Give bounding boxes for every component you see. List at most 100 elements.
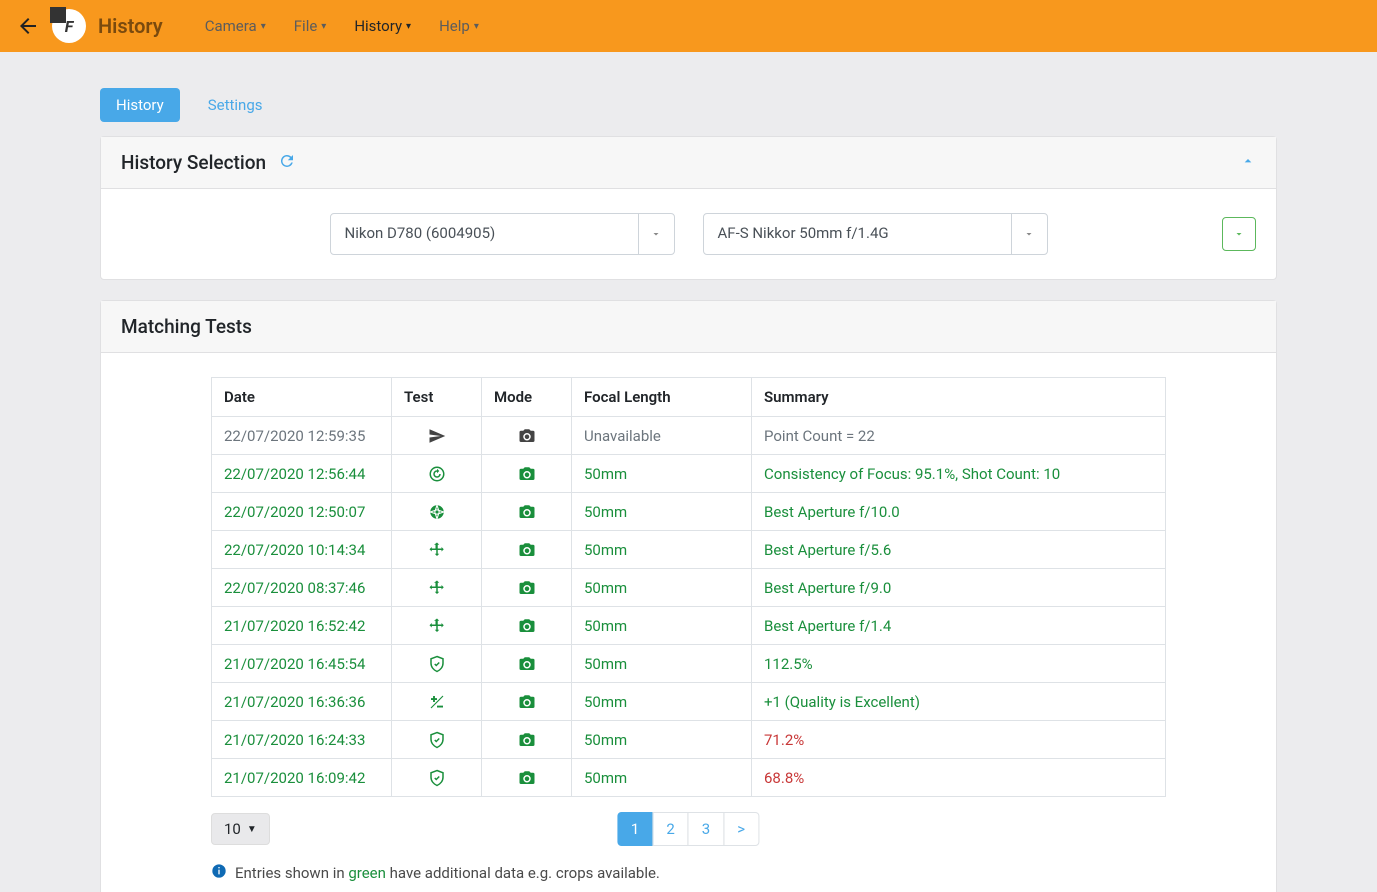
camera-select-value: Nikon D780 (6004905) — [331, 214, 638, 254]
lens-select-value: AF-S Nikkor 50mm f/1.4G — [704, 214, 1011, 254]
menu-file[interactable]: File ▾ — [280, 9, 341, 43]
main-menu: Camera ▾File ▾History ▾Help ▾ — [191, 9, 493, 43]
tab-history[interactable]: History — [100, 88, 180, 122]
info-icon — [211, 863, 227, 883]
menu-camera[interactable]: Camera ▾ — [191, 9, 280, 43]
column-header: Focal Length — [572, 378, 752, 417]
cell-test-icon — [392, 645, 482, 683]
cell-focal: Unavailable — [572, 417, 752, 455]
info-row: Entries shown in green have additional d… — [211, 863, 1166, 883]
page-1[interactable]: 1 — [617, 812, 653, 846]
caret-icon: ▼ — [247, 824, 257, 835]
selection-title: History Selection — [121, 151, 266, 174]
cell-summary: 71.2% — [752, 721, 1166, 759]
caret-icon: ▾ — [261, 21, 266, 32]
cell-date: 22/07/2020 12:50:07 — [212, 493, 392, 531]
table-row[interactable]: 21/07/2020 16:36:3650mm+1 (Quality is Ex… — [212, 683, 1166, 721]
menu-history[interactable]: History ▾ — [340, 9, 425, 43]
page-3[interactable]: 3 — [688, 812, 724, 846]
cell-test-icon — [392, 417, 482, 455]
cell-test-icon — [392, 455, 482, 493]
column-header: Date — [212, 378, 392, 417]
cell-focal: 50mm — [572, 569, 752, 607]
lens-select-caret[interactable] — [1011, 214, 1047, 254]
camera-select[interactable]: Nikon D780 (6004905) — [330, 213, 675, 255]
cell-date: 22/07/2020 08:37:46 — [212, 569, 392, 607]
cell-focal: 50mm — [572, 531, 752, 569]
cell-summary: Best Aperture f/10.0 — [752, 493, 1166, 531]
table-row[interactable]: 22/07/2020 12:59:35 UnavailablePoint Coun… — [212, 417, 1166, 455]
cell-test-icon — [392, 493, 482, 531]
table-footer: 10 ▼ 123> — [211, 813, 1166, 845]
table-row[interactable]: 22/07/2020 10:14:3450mmBest Aperture f/5… — [212, 531, 1166, 569]
cell-mode-icon — [482, 417, 572, 455]
tabs: History Settings — [100, 88, 1277, 122]
table-row[interactable]: 22/07/2020 08:37:46 50mmBest Aperture f/9… — [212, 569, 1166, 607]
caret-icon: ▾ — [406, 21, 411, 32]
cell-focal: 50mm — [572, 493, 752, 531]
selection-card: History Selection Nikon D780 (6004905) A… — [100, 136, 1277, 280]
topbar: F History Camera ▾File ▾History ▾Help ▾ — [0, 0, 1377, 52]
tests-body: DateTestModeFocal LengthSummary 22/07/20… — [101, 353, 1276, 892]
tests-title: Matching Tests — [121, 315, 252, 338]
cell-date: 22/07/2020 10:14:34 — [212, 531, 392, 569]
cell-summary: 112.5% — [752, 645, 1166, 683]
cell-date: 21/07/2020 16:52:42 — [212, 607, 392, 645]
tests-card: Matching Tests DateTestModeFocal LengthS… — [100, 300, 1277, 892]
menu-help[interactable]: Help ▾ — [425, 9, 493, 43]
cell-focal: 50mm — [572, 759, 752, 797]
cell-summary: Best Aperture f/1.4 — [752, 607, 1166, 645]
table-row[interactable]: 21/07/2020 16:24:33 50mm71.2% — [212, 721, 1166, 759]
cell-mode-icon — [482, 531, 572, 569]
cell-mode-icon — [482, 493, 572, 531]
cell-mode-icon — [482, 759, 572, 797]
lens-select[interactable]: AF-S Nikkor 50mm f/1.4G — [703, 213, 1048, 255]
cell-test-icon — [392, 569, 482, 607]
tests-header: Matching Tests — [101, 301, 1276, 353]
cell-summary: 68.8% — [752, 759, 1166, 797]
cell-focal: 50mm — [572, 645, 752, 683]
cell-focal: 50mm — [572, 455, 752, 493]
tab-settings[interactable]: Settings — [192, 88, 279, 122]
page-size-value: 10 — [224, 820, 241, 838]
page-2[interactable]: 2 — [652, 812, 688, 846]
cell-mode-icon — [482, 569, 572, 607]
table-row[interactable]: 21/07/2020 16:52:4250mmBest Aperture f/1… — [212, 607, 1166, 645]
cell-summary: +1 (Quality is Excellent) — [752, 683, 1166, 721]
cell-mode-icon — [482, 645, 572, 683]
table-row[interactable]: 22/07/2020 12:56:4450mmConsistency of Fo… — [212, 455, 1166, 493]
refresh-icon[interactable] — [278, 152, 296, 174]
info-text: Entries shown in green have additional d… — [235, 864, 660, 882]
cell-mode-icon — [482, 683, 572, 721]
cell-summary: Point Count = 22 — [752, 417, 1166, 455]
table-row[interactable]: 21/07/2020 16:45:54 50mm112.5% — [212, 645, 1166, 683]
page->[interactable]: > — [723, 812, 759, 846]
cell-date: 21/07/2020 16:45:54 — [212, 645, 392, 683]
page-size-select[interactable]: 10 ▼ — [211, 813, 270, 845]
add-button[interactable] — [1222, 217, 1256, 251]
cell-summary: Best Aperture f/9.0 — [752, 569, 1166, 607]
pagination: 123> — [618, 812, 759, 846]
table-row[interactable]: 22/07/2020 12:50:07 50mmBest Aperture f/1… — [212, 493, 1166, 531]
cell-test-icon — [392, 721, 482, 759]
back-button[interactable] — [16, 14, 40, 38]
column-header: Summary — [752, 378, 1166, 417]
app-logo: F — [52, 9, 86, 43]
content: History Settings History Selection Nikon … — [0, 52, 1377, 892]
cell-date: 21/07/2020 16:24:33 — [212, 721, 392, 759]
topbar-title: History — [98, 14, 163, 38]
table-row[interactable]: 21/07/2020 16:09:42 50mm68.8% — [212, 759, 1166, 797]
selection-body: Nikon D780 (6004905) AF-S Nikkor 50mm f/… — [101, 189, 1276, 279]
selection-header: History Selection — [101, 137, 1276, 189]
cell-mode-icon — [482, 721, 572, 759]
camera-select-caret[interactable] — [638, 214, 674, 254]
cell-focal: 50mm — [572, 683, 752, 721]
cell-test-icon — [392, 607, 482, 645]
cell-date: 22/07/2020 12:59:35 — [212, 417, 392, 455]
collapse-icon[interactable] — [1240, 153, 1256, 173]
cell-test-icon — [392, 683, 482, 721]
cell-date: 21/07/2020 16:09:42 — [212, 759, 392, 797]
cell-mode-icon — [482, 455, 572, 493]
cell-mode-icon — [482, 607, 572, 645]
cell-focal: 50mm — [572, 721, 752, 759]
